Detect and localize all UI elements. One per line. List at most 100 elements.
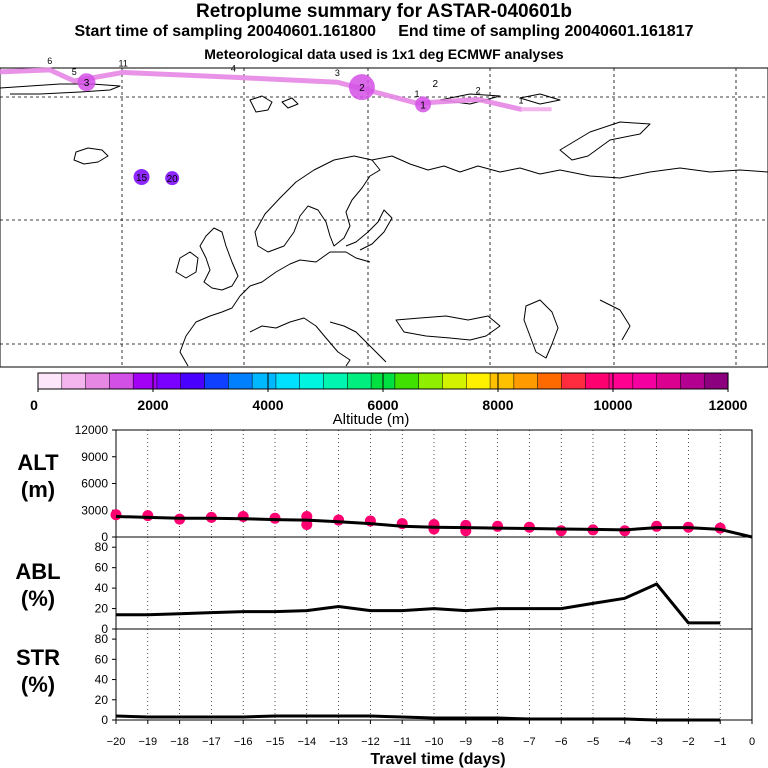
panel-ylabel: ALT — [17, 450, 59, 475]
black-sea-coast — [395, 315, 501, 341]
colorbar-segment — [537, 372, 562, 390]
series-line — [115, 515, 753, 539]
map-frame — [0, 67, 768, 368]
aral-coast — [599, 299, 631, 341]
x-tick-label: −1 — [714, 736, 727, 748]
colorbar-segment — [275, 372, 301, 390]
altitude-scatter-point — [237, 510, 249, 522]
plume-track-point-label: 4 — [231, 63, 236, 73]
y-tick-label: 9000 — [81, 450, 108, 464]
colorbar-tick-label: 0 — [30, 397, 38, 413]
altitude-colorbar: 0 2000 4000 6000 8000 10000 12000 Altitude (m) — [30, 372, 748, 428]
scandinavia-coast — [254, 155, 381, 253]
colorbar-segment — [132, 372, 158, 390]
europe-north-coast — [239, 251, 371, 297]
ireland-coast — [175, 251, 199, 279]
plume-cluster-circle — [165, 171, 180, 186]
colorbar-tick-label: 8000 — [482, 397, 513, 413]
panel-ylabel: STR — [16, 645, 60, 670]
x-tick-label: −3 — [650, 736, 663, 748]
colorbar-segment — [703, 372, 729, 390]
y-tick-label: 0 — [101, 530, 108, 544]
y-tick-label: 3000 — [81, 503, 108, 517]
plume-cluster-circle — [348, 74, 375, 101]
colorbar-segment — [61, 372, 87, 390]
colorbar-segment — [204, 372, 229, 390]
x-tick-label: −7 — [523, 736, 536, 748]
y-tick-label: 80 — [95, 540, 109, 554]
plume-cluster-circle — [133, 168, 150, 185]
coastlines — [0, 83, 768, 367]
chart-title: Retroplume summary for ASTAR-040601b — [196, 1, 572, 22]
colorbar-segment — [156, 372, 182, 390]
y-tick-label: 6000 — [81, 477, 108, 491]
caspian-coast — [523, 299, 559, 359]
colorbar-segment — [394, 372, 420, 390]
colorbar-segment — [323, 372, 348, 390]
plume-track-point-label: 1 — [518, 95, 523, 105]
panel-ylabel-unit: (%) — [21, 586, 55, 611]
x-tick-label: −16 — [234, 736, 253, 748]
altitude-scatter-point — [142, 510, 154, 522]
plume-track-point-label: 3 — [335, 68, 340, 78]
y-tick-label: 20 — [95, 602, 109, 616]
y-tick-label: 0 — [101, 622, 108, 636]
x-axis-label: Travel time (days) — [370, 751, 505, 768]
plume-cluster-label: 20 — [167, 174, 179, 185]
y-tick-label: 0 — [101, 713, 108, 727]
colorbar-segment — [85, 372, 110, 390]
balkan-coast — [329, 321, 387, 363]
colorbar-segment — [251, 372, 277, 390]
time-series-panels: 030006000900012000ALT(m)020406080ABL(%)0… — [15, 423, 755, 768]
plume-track-point-label: 5 — [72, 67, 77, 77]
x-tick-label: −2 — [682, 736, 695, 748]
x-tick-label: −11 — [393, 736, 411, 748]
panel-frame — [115, 628, 753, 721]
x-tick-label: −19 — [138, 736, 157, 748]
sampling-times: Start time of sampling 20040601.161800 E… — [74, 23, 694, 40]
altitude-scatter-point — [333, 514, 345, 526]
colorbar-segment — [584, 372, 610, 390]
map-gridlines — [0, 68, 768, 367]
great-britain-coast — [199, 227, 239, 291]
colorbar-segment — [632, 372, 658, 390]
y-tick-label: 80 — [95, 632, 109, 646]
y-tick-label: 12000 — [75, 423, 109, 437]
colorbar-segment — [180, 372, 206, 390]
panel-alt: 0 3000 6000 9000 12000 ALT(m) — [17, 423, 753, 544]
russia-north-coast — [371, 155, 768, 179]
colorbar-segment — [37, 372, 63, 390]
x-tick-label: −15 — [266, 736, 285, 748]
colorbar-tick-label: 6000 — [367, 397, 398, 413]
plume-cluster-label: 1 — [420, 100, 426, 111]
plume-cluster-label: 15 — [136, 173, 148, 184]
altitude-scatter-point — [555, 525, 567, 537]
altitude-scatter-point — [428, 523, 440, 535]
altitude-scatter-point — [110, 509, 122, 521]
x-tick-label: 0 — [749, 736, 755, 748]
y-tick-label: 40 — [95, 581, 109, 595]
colorbar-segment — [680, 372, 705, 390]
y-tick-label: 40 — [95, 673, 109, 687]
colorbar-segment — [442, 372, 467, 390]
altitude-scatter-point — [492, 520, 504, 532]
x-tick-label: −12 — [361, 736, 380, 748]
colorbar-segment — [656, 372, 681, 390]
y-tick-label: 20 — [95, 693, 109, 707]
colorbar-segment — [228, 372, 253, 390]
plume-cluster-label: 2 — [359, 83, 365, 94]
x-tick-label: −4 — [619, 736, 632, 748]
finland-coast — [345, 209, 393, 251]
series-line — [115, 714, 721, 722]
iberia-coast — [179, 295, 241, 367]
colorbar-segment — [561, 372, 586, 390]
mediterranean-coast — [249, 317, 351, 367]
altitude-scatter-point — [301, 519, 313, 531]
plume-track-line — [0, 67, 524, 112]
plume-track-point-label: 1 — [414, 89, 419, 99]
colorbar-segment — [489, 372, 515, 390]
colorbar-tick-label: 12000 — [709, 397, 748, 413]
colorbar-tick-label: 4000 — [252, 397, 283, 413]
